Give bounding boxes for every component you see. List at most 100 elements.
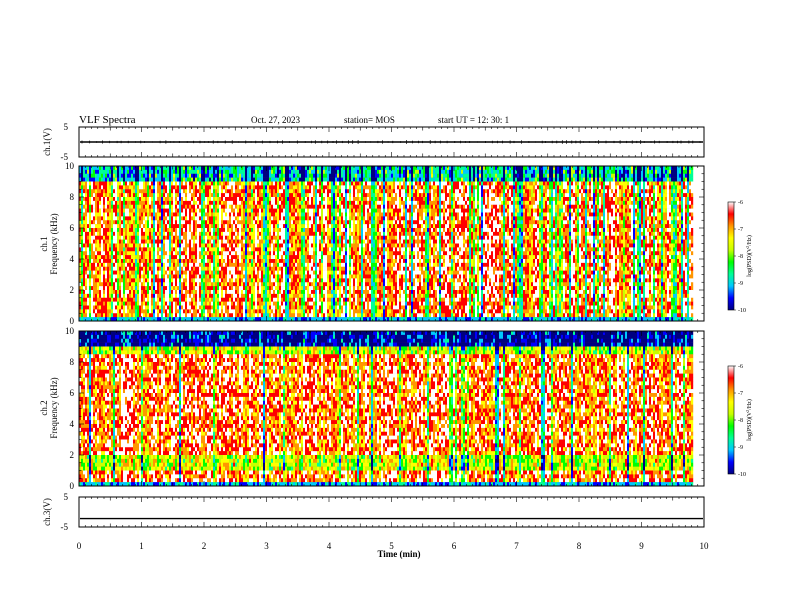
spectrogram-cell xyxy=(159,220,161,224)
spectrogram-cell xyxy=(115,213,117,217)
spectrogram-cell xyxy=(127,247,129,251)
spectrogram-cell xyxy=(97,298,99,302)
spectrogram-cell xyxy=(93,294,95,298)
spectrogram-cell xyxy=(87,263,89,267)
spectrogram-cell xyxy=(125,251,127,255)
spectrogram-cell xyxy=(111,255,113,259)
spectrogram-cell xyxy=(117,302,119,306)
spectrogram-cell xyxy=(153,275,155,279)
spectrogram-cell xyxy=(87,185,89,189)
spectrogram-cell xyxy=(89,278,91,282)
spectrogram-cell xyxy=(89,189,91,193)
spectrogram-cell xyxy=(119,294,121,298)
spectrogram-cell xyxy=(147,309,149,313)
spectrogram-cell xyxy=(107,240,109,244)
spectrogram-cell xyxy=(139,309,141,313)
spectrogram-cell xyxy=(129,178,131,182)
spectrogram-cell xyxy=(123,251,125,255)
spectrogram-cell xyxy=(97,282,99,286)
spectrogram-cell xyxy=(85,240,87,244)
spectrogram-cell xyxy=(109,220,111,224)
spectrogram-cell xyxy=(109,267,111,271)
spectrogram-cell xyxy=(153,251,155,255)
spectrogram-cell xyxy=(119,278,121,282)
spectrogram-cell xyxy=(99,166,101,170)
spectrogram-cell xyxy=(105,244,107,248)
spectrogram-cell xyxy=(147,189,149,193)
spectrogram-cell xyxy=(83,306,85,310)
spectrogram-cell xyxy=(97,263,99,267)
spectrogram-cell xyxy=(121,302,123,306)
spectrogram-cell xyxy=(91,178,93,182)
spectrogram-cell xyxy=(139,209,141,213)
spectrogram-cell xyxy=(91,298,93,302)
spectrogram-cell xyxy=(93,251,95,255)
spectrogram-cell xyxy=(107,259,109,263)
spectrogram-cell xyxy=(143,302,145,306)
spectrogram-cell xyxy=(105,271,107,275)
spectrogram-cell xyxy=(149,294,151,298)
spectrogram-cell xyxy=(147,185,149,189)
spectrogram-cell xyxy=(157,263,159,267)
spectrogram-cell xyxy=(107,189,109,193)
spectrogram-cell xyxy=(141,213,143,217)
spectrogram-cell xyxy=(83,259,85,263)
spectrogram-cell xyxy=(159,197,161,201)
spectrogram-cell xyxy=(127,240,129,244)
spectrogram-cell xyxy=(81,267,83,271)
spectrogram-cell xyxy=(127,313,129,317)
spectrogram-cell xyxy=(157,267,159,271)
spectrogram-cell xyxy=(133,178,135,182)
spectrogram-cell xyxy=(131,306,133,310)
spectrogram-cell xyxy=(103,185,105,189)
spectrogram-cell xyxy=(105,263,107,267)
spectrogram-cell xyxy=(91,282,93,286)
spectrogram-cell xyxy=(83,213,85,217)
spectrogram-cell xyxy=(127,185,129,189)
spectrogram-cell xyxy=(135,228,137,232)
spectrogram-cell xyxy=(123,247,125,251)
spectrogram-cell xyxy=(87,282,89,286)
spectrogram-cell xyxy=(159,205,161,209)
spectrogram-cell xyxy=(153,174,155,178)
spectrogram-cell xyxy=(159,216,161,220)
spectrogram-cell xyxy=(131,271,133,275)
spectrogram-cell xyxy=(107,247,109,251)
spectrogram-cell xyxy=(135,313,137,317)
spectrogram-cell xyxy=(129,232,131,236)
spectrogram-cell xyxy=(97,201,99,205)
spectrogram-cell xyxy=(123,174,125,178)
figure-title: VLF Spectra xyxy=(79,114,136,126)
spectrogram-cell xyxy=(93,278,95,282)
spectrogram-cell xyxy=(87,193,89,197)
spectrogram-cell xyxy=(89,255,91,259)
spectrogram-cell xyxy=(135,306,137,310)
spectrogram-cell xyxy=(115,302,117,306)
spectrogram-cell xyxy=(113,255,115,259)
spectrogram-cell xyxy=(145,244,147,248)
spectrogram-cell xyxy=(141,228,143,232)
spectrogram-cell xyxy=(111,185,113,189)
spectrogram-cell xyxy=(83,286,85,290)
spectrogram-cell xyxy=(153,185,155,189)
spectrogram-cell xyxy=(109,309,111,313)
spectrogram-cell xyxy=(151,282,153,286)
spectrogram-cell xyxy=(95,286,97,290)
spectrogram-cell xyxy=(157,178,159,182)
spectrogram-cell xyxy=(151,259,153,263)
spectrogram-cell xyxy=(89,275,91,279)
spectrogram-cell xyxy=(155,216,157,220)
spectrogram-cell xyxy=(151,306,153,310)
spectrogram-cell xyxy=(101,228,103,232)
spectrogram-cell xyxy=(127,286,129,290)
spectrogram-cell xyxy=(95,174,97,178)
spectrogram-cell xyxy=(159,170,161,174)
spectrogram-cell xyxy=(133,236,135,240)
spectrogram-cell xyxy=(127,201,129,205)
spectrogram-cell xyxy=(87,178,89,182)
spectrogram-cell xyxy=(145,263,147,267)
spectrogram-cell xyxy=(103,209,105,213)
spectrogram-cell xyxy=(119,309,121,313)
spectrogram-cell xyxy=(151,271,153,275)
spectrogram-cell xyxy=(111,197,113,201)
